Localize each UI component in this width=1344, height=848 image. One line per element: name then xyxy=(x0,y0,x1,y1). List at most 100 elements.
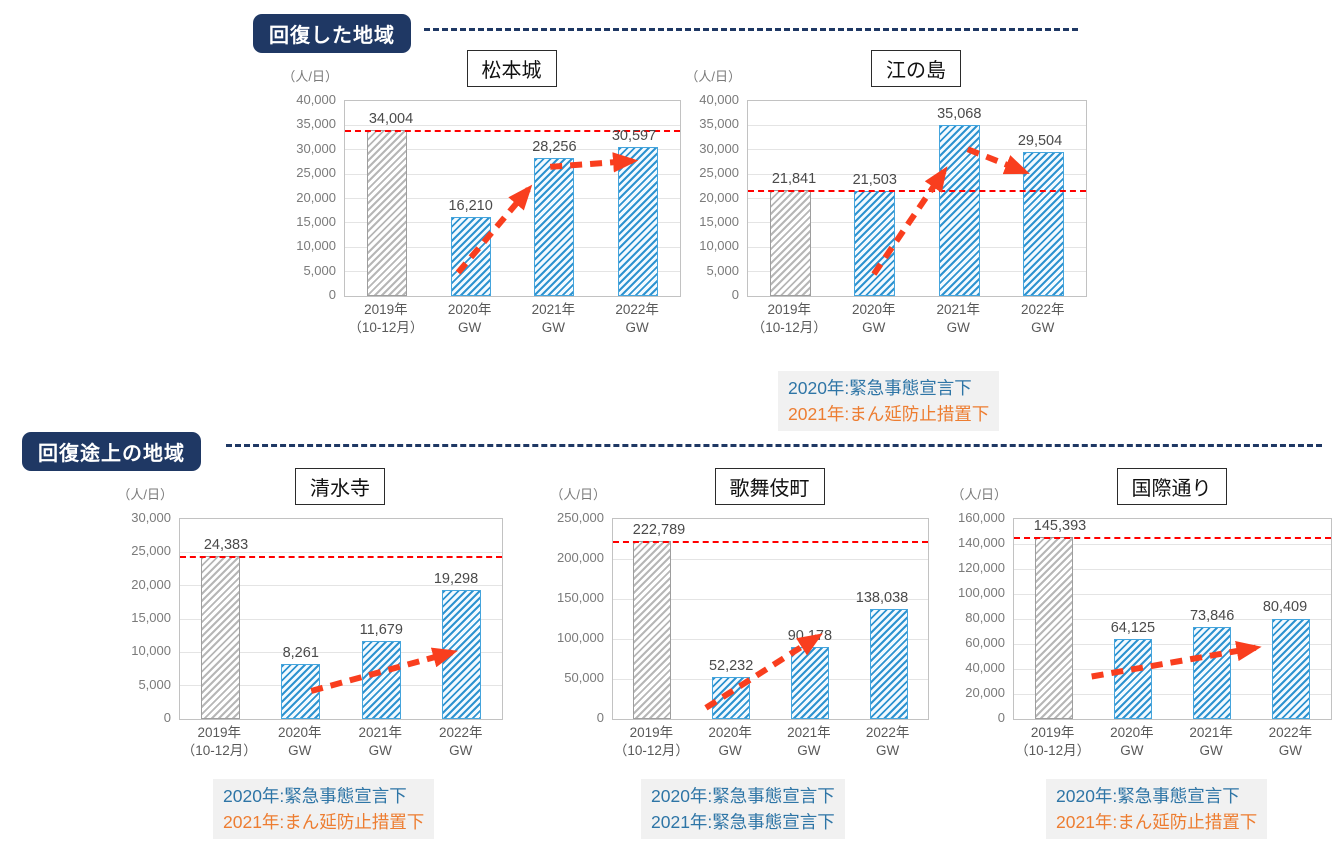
gridline xyxy=(1014,568,1331,570)
bar-value-label: 34,004 xyxy=(368,111,414,128)
chart-title: 歌舞伎町 xyxy=(714,468,825,505)
gridline xyxy=(180,618,502,620)
bar xyxy=(769,189,811,296)
y-axis-tick-label: 0 xyxy=(731,287,739,302)
x-axis-label-line: 2019年 xyxy=(1030,725,1075,740)
gridline xyxy=(748,271,1086,273)
note-line: 2021年:まん延防止措置下 xyxy=(1056,812,1258,832)
x-axis-label-line: 2021年 xyxy=(358,725,403,740)
bar xyxy=(1272,618,1311,719)
note-enoshima: 2020年:緊急事態宣言下 2021年:まん延防止措置下 xyxy=(778,371,1000,431)
baseline-2019-level xyxy=(613,540,928,543)
gridline xyxy=(748,222,1086,224)
chart-matsumoto-castle: 松本城 （人/日） 40,000 35,000 30,000 25,000 20,000 15… xyxy=(268,50,681,360)
y-axis-tick-label: 0 xyxy=(163,710,171,725)
x-axis-label-line: （10-12月） xyxy=(1015,743,1091,758)
y-axis-tick-label: 20,000 xyxy=(296,189,336,205)
y-axis-tick-label: 10,000 xyxy=(296,238,336,254)
x-axis-label-line: 2019年 xyxy=(767,302,812,317)
gridline xyxy=(345,173,680,175)
y-axis-tick-label: 250,000 xyxy=(557,510,604,525)
note-line: 2020年:緊急事態宣言下 xyxy=(788,378,972,398)
x-axis-label-line: GW xyxy=(718,743,742,758)
baseline-2019-level xyxy=(748,189,1086,192)
bar-value-label: 24,383 xyxy=(203,537,249,554)
section-badge-recovered: 回復した地域 xyxy=(253,14,411,53)
x-axis-label-line: GW xyxy=(862,320,886,335)
y-axis-tick-label: 0 xyxy=(328,287,336,302)
bar xyxy=(1113,638,1152,719)
x-axis-label-line: （10-12月） xyxy=(181,743,257,758)
y-axis-unit-label: （人/日） xyxy=(550,487,606,502)
bar-value-label: 21,503 xyxy=(852,172,897,189)
bar-value-label: 64,125 xyxy=(1110,619,1156,636)
note-line: 2020年:緊急事態宣言下 xyxy=(651,786,835,806)
bar xyxy=(1193,626,1232,719)
trend-arrow xyxy=(871,166,948,276)
x-axis-label-line: GW xyxy=(946,320,970,335)
chart-title: 江の島 xyxy=(871,50,961,87)
bar-value-label: 29,504 xyxy=(1017,133,1063,150)
bar-value-label: 52,232 xyxy=(708,658,754,675)
x-axis-label-line: GW xyxy=(1278,743,1302,758)
y-axis-unit-label: （人/日） xyxy=(685,69,741,84)
bar-value-label: 28,256 xyxy=(532,139,577,156)
x-axis-label-line: 2022年 xyxy=(1268,725,1313,740)
gridline xyxy=(613,678,928,680)
x-axis-category-label: 2019年 （10-12月） xyxy=(747,301,832,337)
gridline xyxy=(1014,693,1331,695)
x-axis-category-label: 2022年 GW xyxy=(421,724,502,760)
gridline xyxy=(748,149,1086,151)
gridline xyxy=(613,638,928,640)
x-axis-label-line: GW xyxy=(368,743,392,758)
plot-area: 222,789 52,232 90,178 138,038 xyxy=(612,518,929,720)
x-axis-label-line: 2020年 xyxy=(851,302,896,317)
y-axis-tick-label: 160,000 xyxy=(958,510,1005,525)
y-axis-tick-label: 15,000 xyxy=(699,213,739,229)
trend-arrow xyxy=(455,184,533,275)
gridline xyxy=(180,651,502,653)
chart-title: 松本城 xyxy=(466,50,557,87)
gridline xyxy=(180,551,502,553)
gridline xyxy=(1014,618,1331,620)
note-line: 2020年:緊急事態宣言下 xyxy=(223,786,407,806)
x-axis-label-line: 2020年 xyxy=(277,725,322,740)
y-axis-unit-label: （人/日） xyxy=(282,69,338,84)
x-axis-label-line: GW xyxy=(1031,320,1055,335)
y-axis-tick-label: 150,000 xyxy=(557,590,604,605)
y-axis-tick-label: 60,000 xyxy=(965,635,1005,650)
bar-value-label: 145,393 xyxy=(1033,518,1087,535)
trend-arrow-overlay xyxy=(704,633,823,711)
x-axis-label-line: 2022年 xyxy=(615,302,659,317)
bar-value-label: 222,789 xyxy=(632,521,686,538)
x-axis-label-line: 2022年 xyxy=(865,725,910,740)
x-axis-label-line: GW xyxy=(458,320,482,335)
gridline xyxy=(1014,593,1331,595)
trend-arrow-overlay xyxy=(310,647,458,694)
x-axis-label-line: 2022年 xyxy=(1020,302,1065,317)
chart-kokusaidori: 国際通り （人/日） 160,000 140,000 120,000 100,000 80,… xyxy=(948,468,1332,778)
baseline-2019-level xyxy=(345,130,680,133)
y-axis-tick-label: 25,000 xyxy=(699,165,739,181)
x-axis-label-line: 2020年 xyxy=(708,725,752,740)
note-line: 2021年:まん延防止措置下 xyxy=(223,812,425,832)
x-axis-label-line: GW xyxy=(1120,743,1144,758)
note-line: 2020年:緊急事態宣言下 xyxy=(1056,786,1240,806)
x-axis-label-line: GW xyxy=(1199,743,1223,758)
chart-kabukicho: 歌舞伎町 （人/日） 250,000 200,000 150,000 100,000 50,… xyxy=(518,468,929,778)
x-axis-label-line: 2022年 xyxy=(438,725,483,740)
x-axis-label-line: 2021年 xyxy=(787,725,831,740)
bar-value-label: 21,841 xyxy=(771,170,817,187)
baseline-2019-level xyxy=(180,556,502,559)
y-axis-tick-label: 5,000 xyxy=(303,262,336,278)
bar xyxy=(1023,152,1065,296)
gridline xyxy=(345,124,680,126)
chart-kiyomizudera: 清水寺 （人/日） 30,000 25,000 20,000 15,000 10,000 5,… xyxy=(110,468,503,778)
y-axis-tick-label: 30,000 xyxy=(131,510,171,525)
x-axis-label-line: GW xyxy=(288,743,312,758)
gridline xyxy=(1014,668,1331,670)
note-kiyomizudera: 2020年:緊急事態宣言下 2021年:まん延防止措置下 xyxy=(213,779,435,839)
y-axis-tick-label: 15,000 xyxy=(131,610,171,625)
chart-title: 清水寺 xyxy=(295,468,385,505)
